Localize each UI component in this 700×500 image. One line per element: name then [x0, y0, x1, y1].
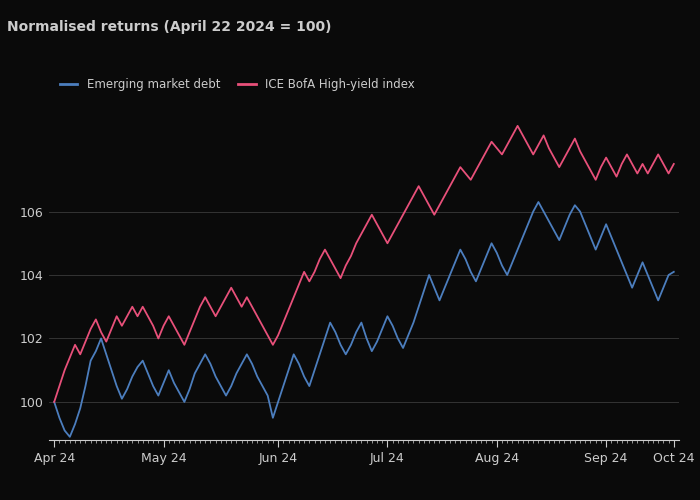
Text: Normalised returns (April 22 2024 = 100): Normalised returns (April 22 2024 = 100) — [7, 20, 332, 34]
Legend: Emerging market debt, ICE BofA High-yield index: Emerging market debt, ICE BofA High-yiel… — [55, 73, 419, 96]
